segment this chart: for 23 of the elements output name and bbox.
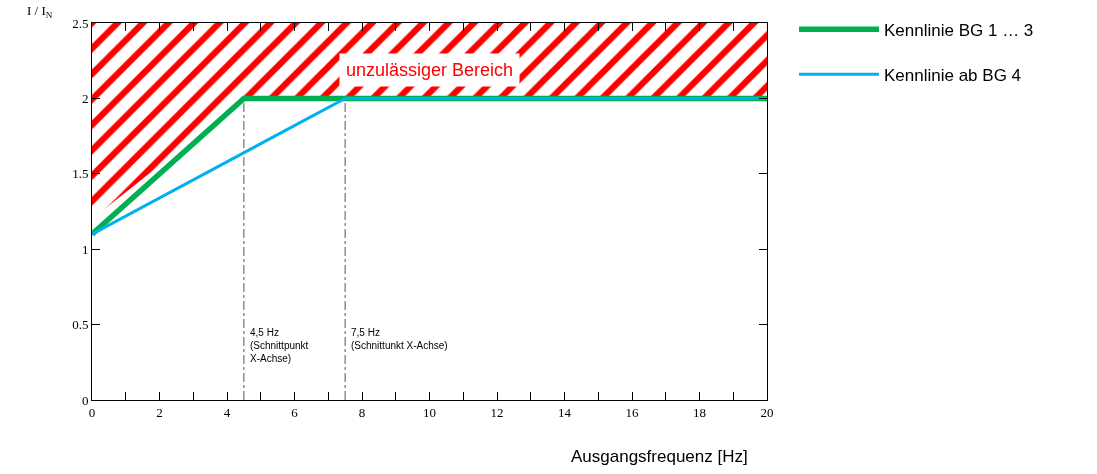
legend-label: Kennlinie ab BG 4 <box>884 65 1022 85</box>
x-tick-label: 16 <box>625 404 639 420</box>
y-tick-label: 1 <box>81 241 89 257</box>
ref-line-label: 7,5 Hz (Schnittunkt X-Achse) <box>351 327 448 351</box>
x-tick-label: 2 <box>156 404 163 420</box>
x-tick-label: 18 <box>693 404 706 420</box>
y-axis-title: I / I$_{N}$ <box>27 3 53 20</box>
x-tick-label: 4 <box>223 404 231 420</box>
x-tick-label: 6 <box>291 404 299 420</box>
ref-line-label: 4,5 Hz (Schnittpunkt X-Achse) <box>250 327 309 364</box>
x-axis-title: Ausgangsfrequenz [Hz] <box>571 447 748 466</box>
y-tick-label: 0 <box>81 392 89 408</box>
annotation: unzulässiger Bereich <box>346 60 514 80</box>
x-tick-label: 10 <box>423 404 436 420</box>
x-tick-label: 8 <box>358 404 366 420</box>
y-tick-label: 2.5 <box>72 15 89 31</box>
y-tick-label: 2 <box>81 90 89 106</box>
y-tick-label: 1.5 <box>72 166 89 182</box>
x-tick-label: 14 <box>558 404 572 420</box>
x-tick-label: 12 <box>490 404 504 420</box>
x-tick-label: 20 <box>760 404 774 420</box>
legend-label: Kennlinie BG 1 … 3 <box>884 20 1034 40</box>
y-tick-label: 0.5 <box>72 317 89 333</box>
